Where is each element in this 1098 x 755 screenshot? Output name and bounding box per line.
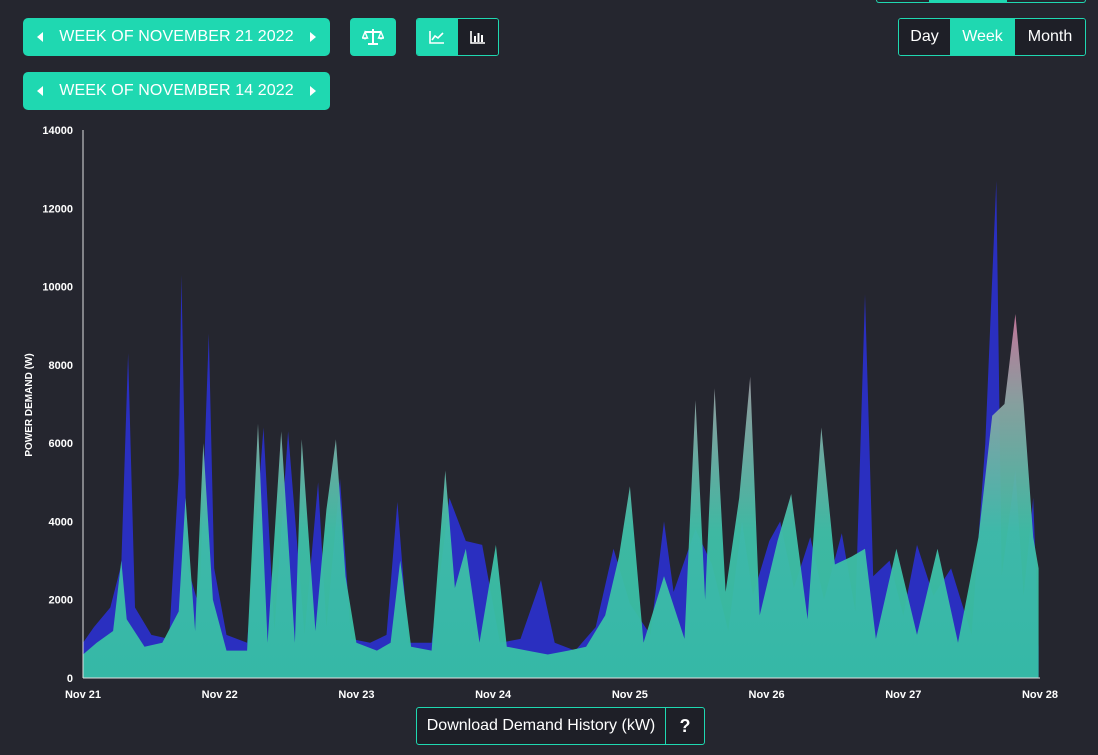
- y-tick-label: 8000: [49, 360, 73, 372]
- series-current-area: [83, 314, 1039, 678]
- x-tick-label: Nov 28: [1022, 689, 1058, 701]
- caret-left-icon[interactable]: [23, 72, 57, 110]
- balance-scale-icon: [362, 29, 384, 45]
- x-tick-label: Nov 22: [202, 689, 238, 701]
- line-chart-button[interactable]: [417, 19, 458, 55]
- y-tick-label: 2000: [49, 595, 73, 607]
- y-tick-label: 0: [67, 673, 73, 685]
- x-tick-label: Nov 27: [885, 689, 921, 701]
- download-bar: Download Demand History (kW) ?: [416, 707, 705, 745]
- y-tick-label: 14000: [42, 125, 73, 137]
- x-tick-label: Nov 23: [338, 689, 374, 701]
- caret-right-icon[interactable]: [296, 18, 330, 56]
- caret-right-icon[interactable]: [296, 72, 330, 110]
- y-tick-labels: 0 2000 4000 6000 8000 10000 12000 14000: [42, 125, 73, 685]
- series-compare-area: [83, 180, 1039, 678]
- compare-button[interactable]: [350, 18, 396, 56]
- x-tick-label: Nov 26: [749, 689, 785, 701]
- current-week-navigator: WEEK OF NOVEMBER 21 2022: [23, 18, 330, 56]
- top-toggle-edge: [876, 0, 1086, 3]
- x-tick-label: Nov 21: [65, 689, 101, 701]
- y-tick-label: 4000: [49, 516, 73, 528]
- period-day-button[interactable]: Day: [899, 19, 950, 55]
- x-tick-labels: Nov 21 Nov 22 Nov 23 Nov 24 Nov 25 Nov 26 Nov …: [65, 689, 1058, 701]
- y-axis-label: POWER DEMAND (W): [24, 353, 35, 456]
- y-tick-label: 6000: [49, 438, 73, 450]
- line-chart-icon: [429, 31, 445, 44]
- x-tick-label: Nov 25: [612, 689, 648, 701]
- period-month-button[interactable]: Month: [1015, 19, 1085, 55]
- chart-type-toggle: [416, 18, 499, 56]
- y-tick-label: 10000: [42, 282, 73, 294]
- caret-left-icon[interactable]: [23, 18, 57, 56]
- compare-week-navigator: WEEK OF NOVEMBER 14 2022: [23, 72, 330, 110]
- compare-week-label[interactable]: WEEK OF NOVEMBER 14 2022: [59, 82, 294, 99]
- x-tick-label: Nov 24: [475, 689, 512, 701]
- bar-chart-button[interactable]: [457, 19, 498, 55]
- download-demand-button[interactable]: Download Demand History (kW): [417, 708, 666, 744]
- help-button[interactable]: ?: [679, 715, 691, 736]
- period-week-button[interactable]: Week: [950, 19, 1015, 55]
- series-layer: [83, 180, 1039, 678]
- y-tick-label: 12000: [42, 203, 73, 215]
- current-week-label[interactable]: WEEK OF NOVEMBER 21 2022: [59, 28, 294, 45]
- period-toggle: Day Week Month: [898, 18, 1086, 56]
- bar-chart-icon: [469, 31, 485, 44]
